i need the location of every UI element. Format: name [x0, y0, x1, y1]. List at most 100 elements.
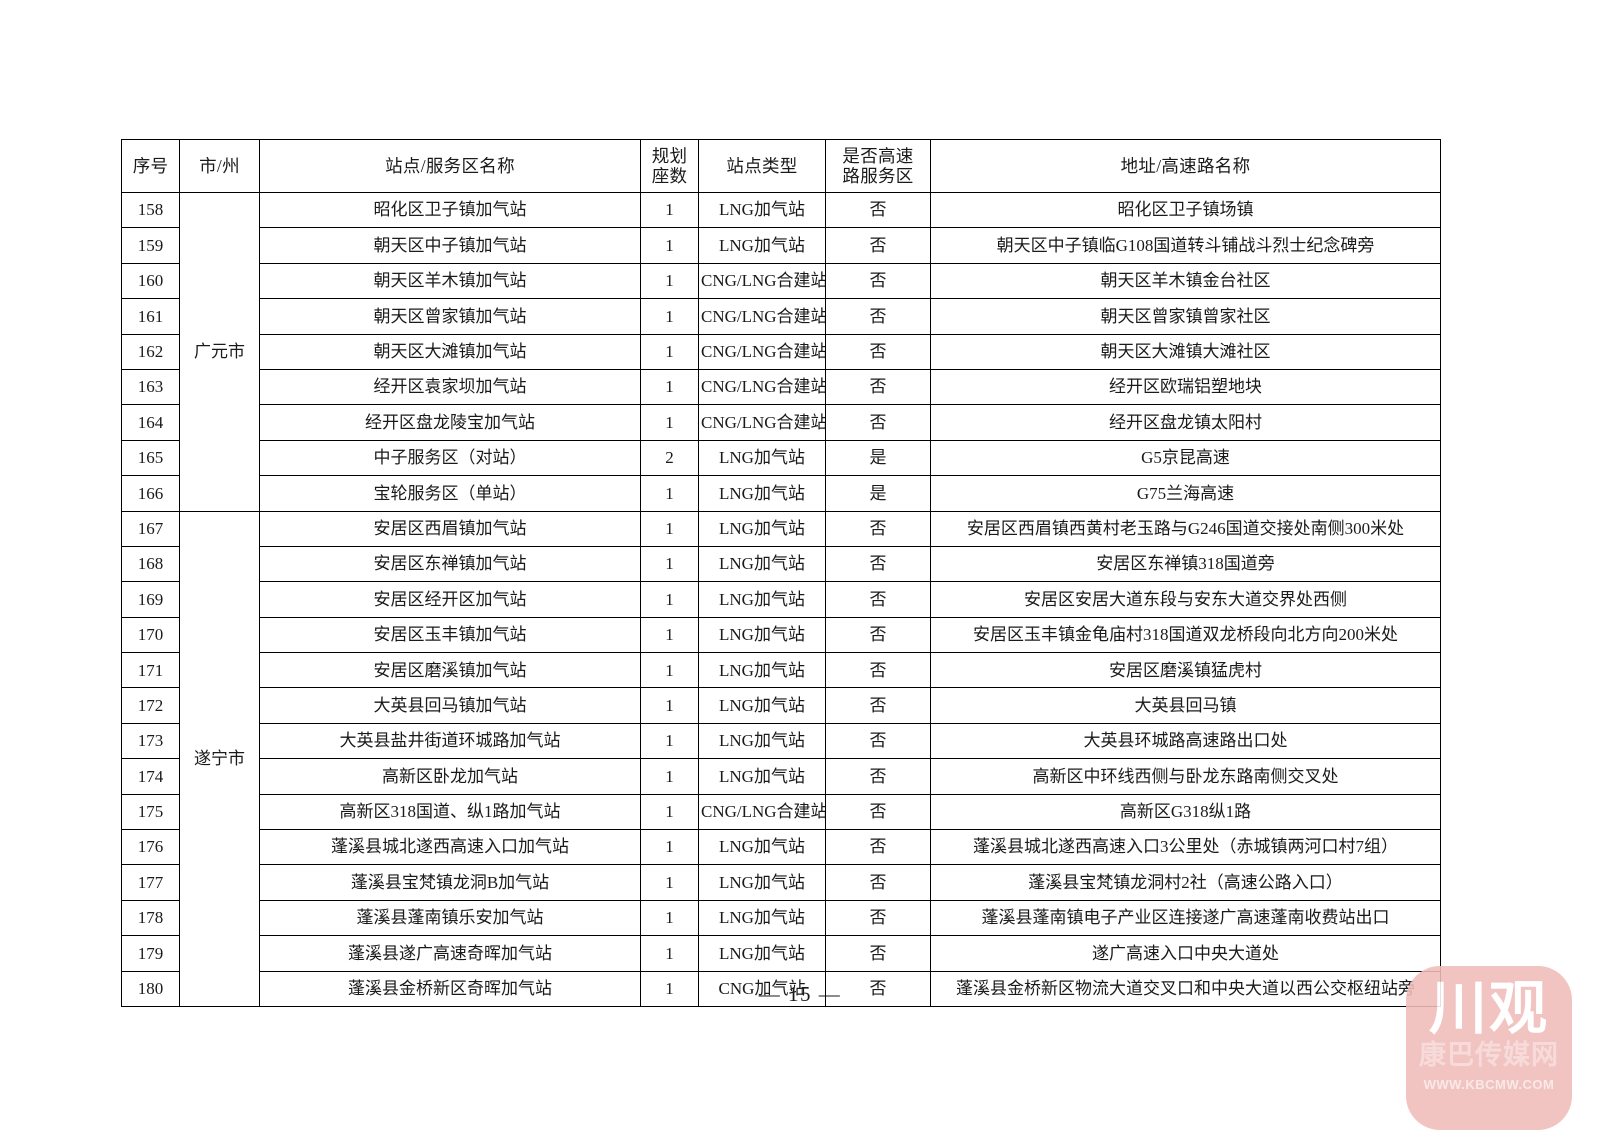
gas-station-plan-table: 序号 市/州 站点/服务区名称 规划 座数 站点类型 是否高速 路服务区 地址/… — [121, 139, 1441, 1007]
table-row: 166 宝轮服务区（单站） 1 LNG加气站是 G75兰海高速 — [121, 475, 1441, 512]
cell-station-name: 朝天区曾家镇加气站 — [259, 298, 641, 335]
cell-station-type: LNG加气站 — [698, 510, 826, 547]
table-header-row: 序号 市/州 站点/服务区名称 规划 座数 站点类型 是否高速 路服务区 地址/… — [121, 139, 1441, 193]
cell-is-highway-service-area: 否 — [825, 368, 931, 406]
table-row: 164 经开区盘龙陵宝加气站 1 CNG/LNG合建站否经开区盘龙镇太阳村 — [121, 404, 1441, 441]
table-row: 163 经开区袁家坝加气站 1 CNG/LNG合建站否经开区欧瑞铝塑地块 — [121, 368, 1441, 406]
table-row: 172 大英县回马镇加气站 1 LNG加气站否大英县回马镇 — [121, 687, 1441, 724]
cell-address: 安居区安居大道东段与安东大道交界处西侧 — [930, 581, 1441, 618]
table-row: 161 朝天区曾家镇加气站 1 CNG/LNG合建站否朝天区曾家镇曾家社区 — [121, 298, 1441, 335]
cell-address: 高新区中环线西侧与卧龙东路南侧交叉处 — [930, 758, 1441, 795]
table-header: 序号 市/州 站点/服务区名称 规划 座数 站点类型 是否高速 路服务区 地址/… — [121, 139, 1441, 193]
cell-is-highway-service-area: 否 — [825, 510, 931, 547]
cell-planned-seats: 1 — [640, 829, 699, 866]
cell-is-highway-service-area: 是 — [825, 439, 931, 477]
column-header-highway: 是否高速 路服务区 — [825, 139, 931, 193]
cell-planned-seats: 1 — [640, 404, 699, 441]
cell-station-name: 大英县盐井街道环城路加气站 — [259, 722, 641, 760]
cell-address: 蓬溪县金桥新区物流大道交叉口和中央大道以西公交枢纽站旁 — [930, 970, 1441, 1007]
cell-is-highway-service-area: 否 — [825, 581, 931, 618]
cell-planned-seats: 1 — [640, 935, 699, 972]
cell-sequence-number: 159 — [121, 227, 180, 264]
cell-planned-seats: 1 — [640, 227, 699, 264]
cell-sequence-number: 180 — [121, 970, 180, 1007]
cell-is-highway-service-area: 否 — [825, 687, 931, 724]
cell-station-type: CNG加气站 — [698, 970, 826, 1007]
cell-address: 蓬溪县蓬南镇电子产业区连接遂广高速蓬南收费站出口 — [930, 899, 1441, 937]
table-body: 158 广元市 昭化区卫子镇加气站 1 LNG加气站否昭化区卫子镇场镇 159 朝天区中子镇… — [121, 191, 1441, 1007]
cell-sequence-number: 177 — [121, 864, 180, 901]
cell-is-highway-service-area: 否 — [825, 722, 931, 760]
cell-is-highway-service-area: 否 — [825, 899, 931, 937]
cell-is-highway-service-area: 否 — [825, 864, 931, 901]
cell-city-merged: 遂宁市 — [179, 510, 260, 1007]
watermark-sub-text: 康巴传媒网 — [1419, 1040, 1559, 1070]
cell-address: G5京昆高速 — [930, 439, 1441, 477]
cell-station-type: CNG/LNG合建站 — [698, 298, 826, 335]
cell-station-type: LNG加气站 — [698, 935, 826, 972]
cell-station-type: LNG加气站 — [698, 475, 826, 512]
cell-address: 朝天区羊木镇金台社区 — [930, 262, 1441, 300]
cell-sequence-number: 179 — [121, 935, 180, 972]
cell-is-highway-service-area: 否 — [825, 227, 931, 264]
cell-station-type: LNG加气站 — [698, 439, 826, 477]
cell-station-name: 朝天区羊木镇加气站 — [259, 262, 641, 300]
cell-station-type: LNG加气站 — [698, 545, 826, 583]
cell-is-highway-service-area: 否 — [825, 333, 931, 370]
cell-station-type: CNG/LNG合建站 — [698, 793, 826, 831]
cell-station-type: LNG加气站 — [698, 227, 826, 264]
cell-planned-seats: 1 — [640, 333, 699, 370]
watermark-logo: 川观 康巴传媒网 WWW.KBCMW.COM — [1406, 966, 1572, 1130]
table-row: 178 蓬溪县蓬南镇乐安加气站 1 LNG加气站否蓬溪县蓬南镇电子产业区连接遂广高速蓬… — [121, 899, 1441, 937]
cell-sequence-number: 171 — [121, 652, 180, 689]
cell-planned-seats: 1 — [640, 545, 699, 583]
cell-is-highway-service-area: 否 — [825, 191, 931, 229]
cell-station-type: CNG/LNG合建站 — [698, 404, 826, 441]
cell-sequence-number: 160 — [121, 262, 180, 300]
cell-planned-seats: 1 — [640, 191, 699, 229]
cell-is-highway-service-area: 否 — [825, 262, 931, 300]
table-row: 179 蓬溪县遂广高速奇晖加气站 1 LNG加气站否遂广高速入口中央大道处 — [121, 935, 1441, 972]
cell-station-name: 蓬溪县遂广高速奇晖加气站 — [259, 935, 641, 972]
cell-planned-seats: 1 — [640, 793, 699, 831]
cell-sequence-number: 172 — [121, 687, 180, 724]
cell-station-name: 朝天区中子镇加气站 — [259, 227, 641, 264]
table-row: 159 朝天区中子镇加气站 1 LNG加气站否朝天区中子镇临G108国道转斗铺战斗烈士… — [121, 227, 1441, 264]
cell-station-name: 经开区盘龙陵宝加气站 — [259, 404, 641, 441]
cell-address: 安居区玉丰镇金龟庙村318国道双龙桥段向北方向200米处 — [930, 616, 1441, 654]
cell-sequence-number: 168 — [121, 545, 180, 583]
cell-planned-seats: 1 — [640, 581, 699, 618]
cell-planned-seats: 1 — [640, 899, 699, 937]
cell-address: 安居区磨溪镇猛虎村 — [930, 652, 1441, 689]
cell-city-merged: 广元市 — [179, 192, 260, 512]
cell-is-highway-service-area: 否 — [825, 970, 931, 1007]
cell-station-type: LNG加气站 — [698, 687, 826, 724]
table-row: 175 高新区318国道、纵1路加气站 1 CNG/LNG合建站否高新区G318纵1路 — [121, 793, 1441, 831]
cell-station-type: CNG/LNG合建站 — [698, 368, 826, 406]
watermark-main-text: 川观 — [1428, 976, 1549, 1041]
cell-planned-seats: 1 — [640, 475, 699, 512]
cell-station-name: 蓬溪县城北遂西高速入口加气站 — [259, 829, 641, 866]
cell-station-name: 高新区卧龙加气站 — [259, 758, 641, 795]
table-row: 174 高新区卧龙加气站 1 LNG加气站否高新区中环线西侧与卧龙东路南侧交叉处 — [121, 758, 1441, 795]
column-header-address: 地址/高速路名称 — [930, 139, 1441, 193]
cell-address: 大英县回马镇 — [930, 687, 1441, 724]
cell-planned-seats: 1 — [640, 758, 699, 795]
table-row: 171 安居区磨溪镇加气站 1 LNG加气站否安居区磨溪镇猛虎村 — [121, 652, 1441, 689]
cell-is-highway-service-area: 否 — [825, 404, 931, 441]
cell-station-type: CNG/LNG合建站 — [698, 262, 826, 300]
column-header-seats-line2: 座数 — [651, 166, 688, 186]
cell-station-name: 宝轮服务区（单站） — [259, 475, 641, 512]
cell-address: 朝天区中子镇临G108国道转斗铺战斗烈士纪念碑旁 — [930, 227, 1441, 264]
cell-sequence-number: 166 — [121, 475, 180, 512]
page-number: — 15 — — [758, 982, 842, 1006]
cell-planned-seats: 1 — [640, 510, 699, 547]
table-row: 158 广元市 昭化区卫子镇加气站 1 LNG加气站否昭化区卫子镇场镇 — [121, 191, 1441, 512]
column-header-seats-line1: 规划 — [651, 145, 688, 166]
table-row: 180 蓬溪县金桥新区奇晖加气站 1 CNG加气站否蓬溪县金桥新区物流大道交叉口和中央… — [121, 970, 1441, 1007]
column-header-highway-line1: 是否高速 — [842, 145, 914, 166]
cell-sequence-number: 174 — [121, 758, 180, 795]
table-row: 162 朝天区大滩镇加气站 1 CNG/LNG合建站否朝天区大滩镇大滩社区 — [121, 333, 1441, 370]
watermark-url-text: WWW.KBCMW.COM — [1423, 1077, 1555, 1092]
table-row: 177 蓬溪县宝梵镇龙洞B加气站 1 LNG加气站否蓬溪县宝梵镇龙洞村2社（高速公路入… — [121, 864, 1441, 901]
